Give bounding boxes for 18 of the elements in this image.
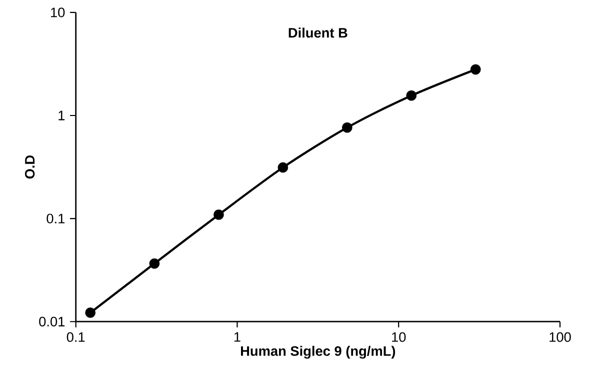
y-tick-label: 0.1 [46,214,65,224]
point [470,64,481,75]
y-tick-label: 0.01 [39,316,65,327]
x-tick-label: 0.1 [66,332,85,342]
point [214,210,224,220]
point [342,122,352,133]
y-axis-title: O.D [24,156,35,179]
text: Diluent B [288,28,348,38]
y-tick-label: 10 [51,8,65,18]
point [85,308,96,318]
y-tick-label: 1 [58,110,65,120]
x-tick-label: 10 [392,332,406,342]
x-tick-label: 100 [550,332,571,342]
point [406,90,417,101]
point [149,258,160,269]
x-axis-title: Human Siglec 9 (ng/mL) [241,346,396,359]
point [278,162,288,173]
x-tick-label: 1 [234,332,240,342]
